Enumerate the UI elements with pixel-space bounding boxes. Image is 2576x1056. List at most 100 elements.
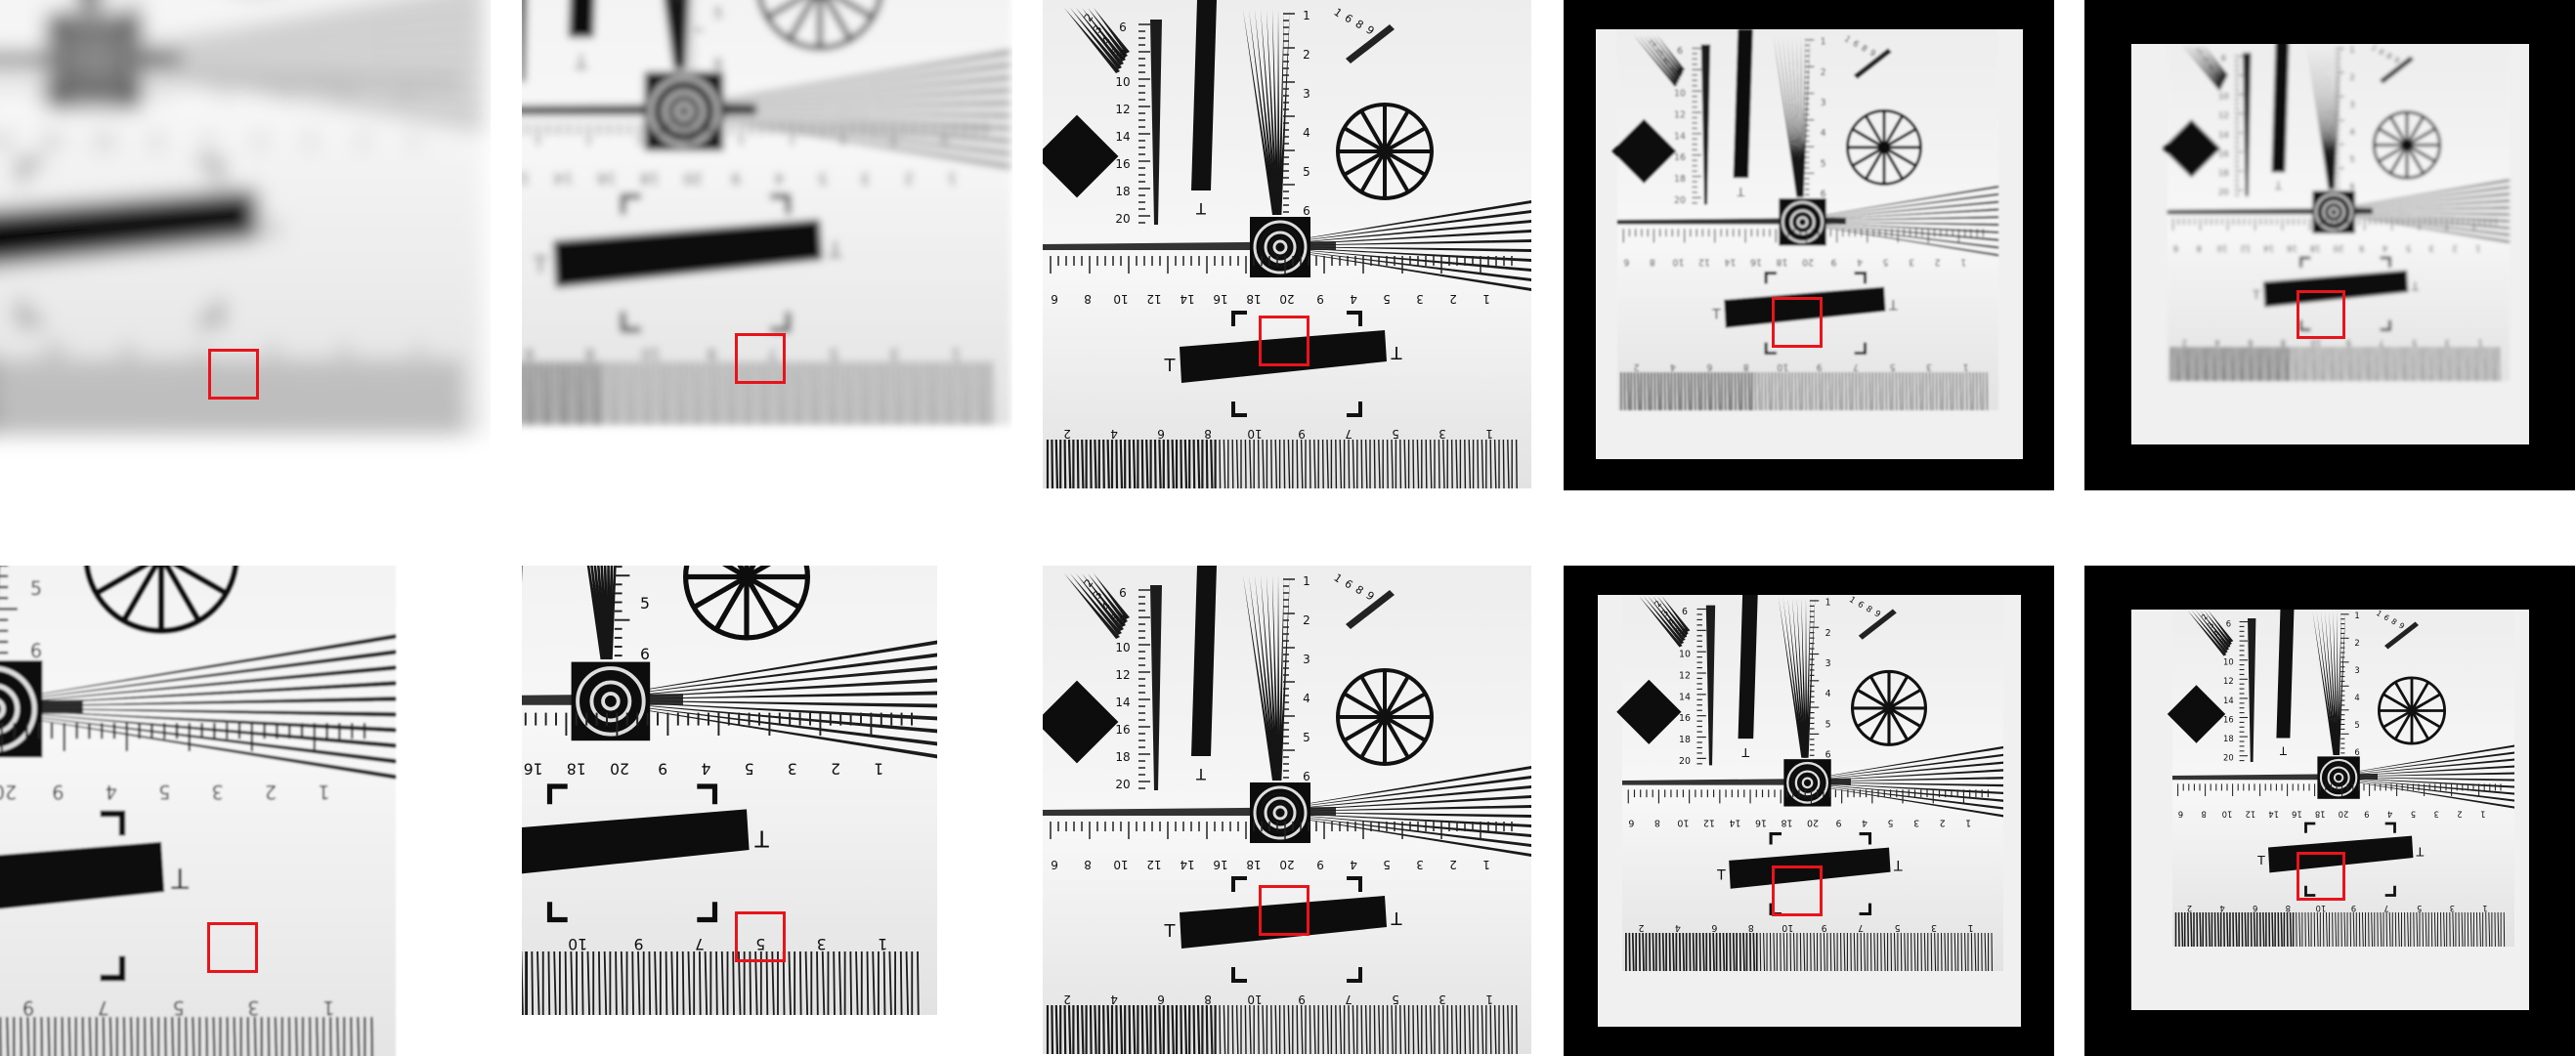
right-scale-label: 5 bbox=[2349, 154, 2354, 164]
left-scale-label: 12 bbox=[1115, 103, 1130, 116]
fan-label: 2 bbox=[2195, 47, 2205, 56]
right-wedge bbox=[80, 0, 98, 11]
roi-box bbox=[1772, 297, 1823, 348]
lower-scale-label: 14 bbox=[553, 170, 573, 188]
lower-scale-label: 4 bbox=[1350, 858, 1357, 871]
corner-bracket bbox=[1764, 272, 1778, 284]
center-bar bbox=[1191, 566, 1217, 756]
right-wedge bbox=[586, 566, 617, 659]
lower-scale-label: 4 bbox=[701, 760, 710, 778]
corner-bracket bbox=[697, 902, 718, 923]
corner-bracket bbox=[19, 300, 43, 324]
left-scale-label: 10 bbox=[2223, 657, 2234, 667]
lower-scale-label: 9 bbox=[1316, 858, 1324, 871]
bottom-scale-label: 5 bbox=[268, 339, 279, 359]
lower-scale-label: 9 bbox=[1835, 818, 1841, 828]
siemens-star bbox=[1336, 668, 1434, 766]
fan-label: 3 bbox=[2201, 55, 2211, 63]
lower-scale-label: 3 bbox=[211, 781, 223, 803]
bottom-scale-label: 10 bbox=[1247, 993, 1262, 1006]
right-scale-label: 6 bbox=[2354, 747, 2359, 757]
lower-scale-label: 18 bbox=[1776, 257, 1787, 268]
lower-scale-label: 14 bbox=[2268, 809, 2279, 819]
bottom-scale-label: 1 bbox=[2477, 338, 2482, 348]
fan-label: 4 bbox=[1667, 617, 1678, 627]
lower-scale-label: 5 bbox=[1383, 858, 1391, 871]
lower-scale-label: 12 bbox=[522, 170, 530, 188]
bottom-scale-label: 5 bbox=[1392, 427, 1399, 441]
bar-end-mark: T bbox=[754, 825, 770, 853]
horizontal-fan bbox=[522, 50, 1010, 169]
fan-wedges bbox=[2187, 610, 2234, 656]
corner-label: 9 bbox=[1868, 48, 1877, 59]
fan-label: 3 bbox=[1660, 609, 1671, 618]
fan-wedges bbox=[1064, 573, 1130, 639]
roi-box bbox=[1259, 316, 1309, 366]
left-scale-label: 14 bbox=[1115, 696, 1130, 709]
bar-end-mark: T bbox=[2252, 287, 2260, 302]
lower-scale-label: 4 bbox=[202, 130, 214, 150]
lower-scale-label: 5 bbox=[1383, 292, 1391, 306]
bottom-scale-label: 6 bbox=[2253, 904, 2257, 913]
right-scale-label: 6 bbox=[1303, 770, 1310, 783]
bar-end-mark: T bbox=[1196, 199, 1207, 218]
bar-end-mark: T bbox=[2416, 845, 2425, 860]
bottom-scale-label: 4 bbox=[1110, 427, 1118, 441]
right-scale-label: 3 bbox=[1303, 653, 1310, 666]
left-wedge bbox=[2243, 53, 2252, 196]
test-chart-panel-6: 234568101214161820T123456168968101214161… bbox=[0, 566, 491, 1056]
bottom-scale-label: 6 bbox=[1711, 922, 1717, 933]
corner-bracket bbox=[1347, 967, 1362, 983]
lower-scale-label: 5 bbox=[2406, 243, 2411, 253]
lower-scale-label: 1 bbox=[1965, 818, 1971, 828]
bottom-scale-label: 5 bbox=[1890, 361, 1896, 372]
bottom-scale-label: 6 bbox=[1157, 993, 1165, 1006]
lower-scale-label: 18 bbox=[1246, 292, 1261, 306]
bottom-scale-label: 7 bbox=[1853, 361, 1859, 372]
corner-bracket bbox=[770, 193, 792, 215]
bar-end-mark: T bbox=[171, 862, 190, 895]
lower-scale-label: 12 bbox=[2245, 809, 2255, 819]
bottom-scale-label: 5 bbox=[2417, 904, 2422, 913]
right-scale-label: 4 bbox=[2349, 127, 2354, 137]
bottom-scale-label: 5 bbox=[829, 345, 838, 362]
siemens-star bbox=[2377, 676, 2446, 745]
fan-label: 3 bbox=[1655, 48, 1666, 58]
diagonal-wedge bbox=[2384, 621, 2419, 650]
bottom-scale-label: 10 bbox=[1777, 361, 1788, 372]
horizontal-fan bbox=[1043, 200, 1531, 291]
roi-box bbox=[207, 922, 258, 973]
center-bar bbox=[1733, 29, 1753, 179]
lower-scale-label: 8 bbox=[1084, 858, 1092, 871]
bottom-scale-label: 4 bbox=[1110, 993, 1118, 1006]
bottom-scale-label: 4 bbox=[1670, 361, 1676, 372]
roi-box bbox=[735, 333, 786, 384]
bottom-scale-label: 8 bbox=[1748, 922, 1754, 933]
chart-plate bbox=[0, 566, 396, 1056]
left-scale-label: 14 bbox=[1679, 692, 1691, 702]
corner-bracket bbox=[2299, 256, 2311, 268]
lower-scale-label: 3 bbox=[1909, 257, 1914, 268]
right-scale-label: 3 bbox=[1825, 658, 1831, 669]
bar-end-mark: T bbox=[1737, 185, 1745, 199]
fan-label: 5 bbox=[2218, 637, 2228, 646]
bottom-stripes bbox=[1046, 1004, 1518, 1055]
lower-scale-label: 1 bbox=[2475, 243, 2480, 253]
bottom-scale-label: 3 bbox=[1438, 427, 1446, 441]
right-wedge bbox=[664, 0, 689, 69]
lower-scale-label: 10 bbox=[2222, 809, 2233, 819]
right-scale-label: 4 bbox=[1821, 128, 1826, 139]
bottom-scale-label: 9 bbox=[1817, 361, 1823, 372]
corner-bracket bbox=[100, 955, 126, 982]
lower-scale-label: 1 bbox=[408, 130, 420, 150]
lower-scale-label: 1 bbox=[1482, 858, 1490, 871]
left-scale-label: 18 bbox=[1674, 174, 1686, 185]
lower-scale-label: 4 bbox=[1857, 257, 1863, 268]
left-scale-label: 16 bbox=[2218, 148, 2229, 158]
lower-scale-label: 3 bbox=[2434, 809, 2439, 819]
siemens-star bbox=[683, 566, 810, 641]
zone-plate bbox=[1779, 198, 1826, 246]
left-scale-label: 16 bbox=[1115, 723, 1130, 737]
bar-end-mark: T bbox=[1164, 921, 1177, 942]
center-bar bbox=[522, 566, 523, 583]
